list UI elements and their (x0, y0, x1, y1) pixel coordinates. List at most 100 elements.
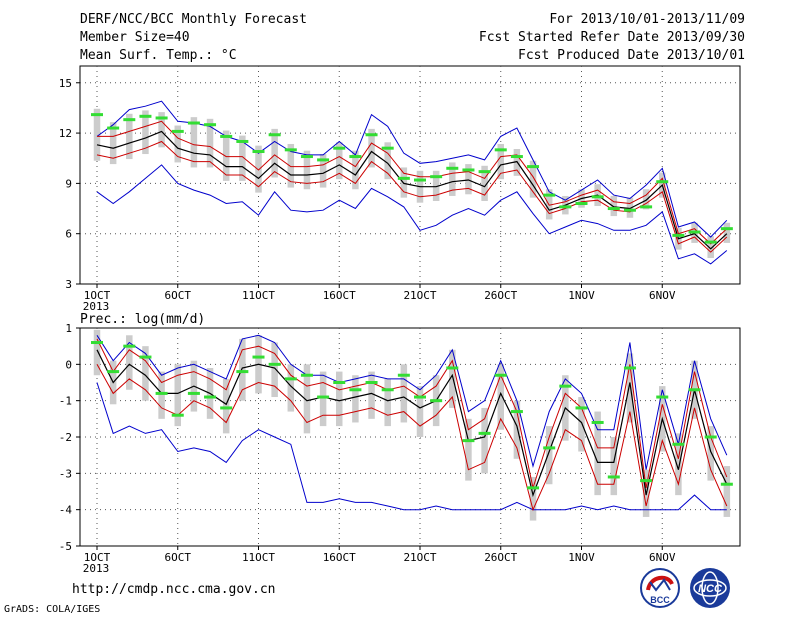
median-marker (381, 146, 394, 150)
median-marker (268, 133, 281, 137)
ensemble-box (190, 117, 198, 168)
median-marker (107, 126, 120, 130)
median-marker (591, 420, 604, 424)
xtick-label: 1OCT 2013 (83, 551, 111, 575)
median-marker (414, 395, 426, 399)
median-marker (300, 155, 313, 159)
member-size: Member Size=40 (80, 30, 190, 45)
ensemble-box (287, 364, 295, 412)
ensemble-box (384, 378, 391, 427)
ensemble-box (303, 150, 311, 190)
ensemble-box (384, 142, 391, 180)
variable-label: Mean Surf. Temp.: °C (80, 48, 237, 63)
grads-credit: GrADS: COLA/IGES (4, 604, 101, 615)
median-marker (494, 373, 507, 377)
ensemble-box (449, 349, 456, 408)
ensemble-box (126, 335, 133, 390)
ensemble-box (142, 346, 149, 401)
median-marker (446, 366, 459, 370)
median-marker (365, 381, 378, 384)
ensemble-box (319, 154, 327, 188)
median-marker (704, 240, 717, 244)
ensemble-box (449, 162, 456, 196)
median-marker (365, 133, 378, 137)
median-marker (559, 384, 572, 388)
ytick-label: 3 (65, 278, 72, 291)
median-marker (543, 446, 556, 450)
median-marker (623, 366, 636, 370)
fcst-produced-date: Fcst Produced Date 2013/10/01 (518, 48, 745, 63)
median-marker (236, 370, 249, 374)
ensemble-box (271, 342, 278, 398)
median-marker (381, 388, 394, 392)
ensemble-box (93, 108, 101, 161)
series-band-upper (97, 120, 728, 245)
fcst-started-date: Fcst Started Refer Date 2013/09/30 (478, 30, 745, 45)
xtick-label: 6NOV (649, 289, 676, 302)
ytick-label: 1 (65, 322, 72, 335)
median-marker (527, 486, 540, 490)
forecast-period: For 2013/10/01-2013/11/09 (549, 12, 745, 27)
median-marker (300, 373, 313, 377)
ensemble-box (319, 371, 327, 427)
median-marker (91, 341, 103, 345)
ensemble-box (497, 364, 504, 430)
panel-2: Prec.: log(mm/d) -5 -4 -3 -2 -1 0 1 1OCT 2013 6OCT… (59, 312, 741, 575)
ensemble-box (158, 112, 165, 148)
source-url[interactable]: http://cmdp.ncc.cma.gov.cn (72, 582, 276, 597)
ensemble-box (513, 400, 521, 459)
xtick-label: 1OCT 2013 (83, 289, 111, 313)
xtick-label: 1NOV (568, 551, 595, 564)
median-marker (155, 391, 168, 395)
ensemble-box (239, 338, 246, 401)
median-marker (139, 114, 152, 118)
ensemble-box (239, 135, 246, 181)
median-marker (187, 391, 200, 395)
xtick-label: 11OCT (242, 551, 275, 564)
ensemble-box (271, 128, 278, 178)
median-marker (414, 178, 426, 182)
ytick-label: 9 (65, 177, 72, 190)
series-envelope-upper (96, 334, 728, 470)
median-marker (720, 482, 733, 486)
median-marker (397, 373, 410, 377)
median-marker (720, 227, 733, 231)
xtick-label: 21OCT (403, 551, 436, 564)
xtick-label: 6NOV (649, 551, 676, 564)
ensemble-box (545, 426, 553, 485)
panel-title: Prec.: log(mm/d) (80, 312, 205, 327)
median-marker (430, 399, 443, 403)
ytick-label: 0 (65, 358, 72, 371)
median-marker (591, 195, 604, 199)
ytick-label: 12 (59, 127, 72, 140)
ytick-label: -2 (59, 431, 72, 444)
median-marker (204, 123, 217, 127)
ytick-label: -3 (59, 467, 72, 480)
xtick-label: 26OCT (484, 551, 517, 564)
median-marker (494, 148, 507, 152)
median-marker (252, 150, 265, 154)
series-ensemble-mean (96, 349, 728, 498)
xtick-label: 21OCT (403, 289, 436, 302)
ensemble-box (368, 371, 375, 419)
ensemble-box (626, 197, 634, 218)
median-marker (204, 395, 217, 399)
svg-text:BCC: BCC (650, 595, 670, 605)
ytick-label: -5 (59, 540, 72, 553)
ensemble-box (723, 222, 731, 243)
median-marker (397, 176, 410, 180)
median-marker (623, 208, 636, 212)
xtick-label: 1NOV (568, 289, 595, 302)
ensemble-box (707, 236, 714, 259)
median-marker (640, 479, 653, 483)
xtick-label: 6OCT (165, 551, 192, 564)
xtick-label: 16OCT (323, 551, 356, 564)
ensemble-box (142, 110, 149, 155)
median-marker (575, 202, 588, 206)
median-marker (139, 355, 152, 359)
median-marker (478, 170, 491, 174)
series-band-upper (96, 338, 728, 490)
median-marker (284, 148, 297, 152)
median-marker (107, 370, 120, 374)
